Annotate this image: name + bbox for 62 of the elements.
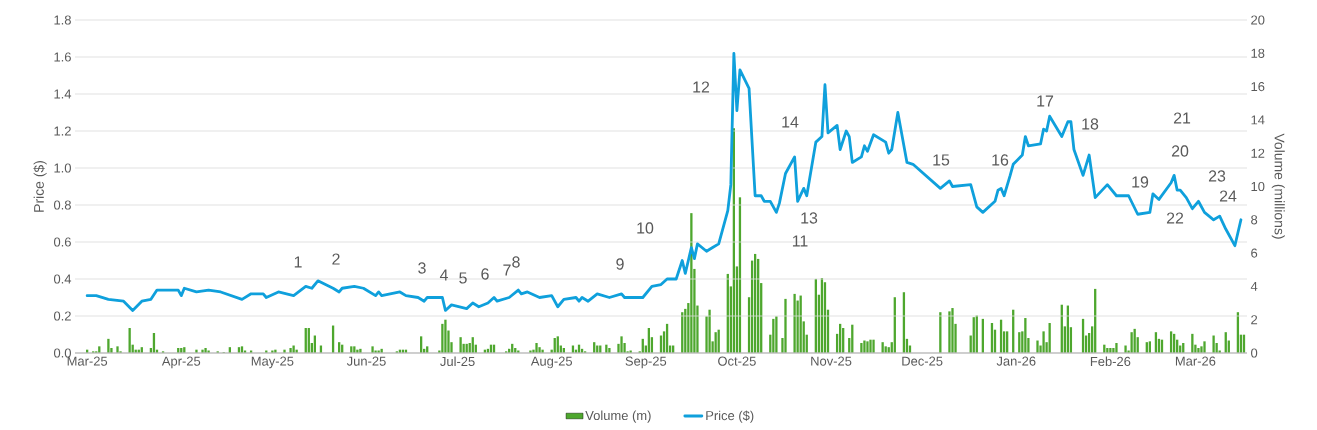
annotation: 8 xyxy=(512,256,520,268)
x-tick-label: Dec-25 xyxy=(902,356,943,366)
annotation: 5 xyxy=(459,272,467,284)
annotation: 19 xyxy=(1132,176,1149,188)
y2-tick-label: 20 xyxy=(1251,15,1265,25)
legend-label: Volume (m) xyxy=(585,410,651,423)
y-tick-label: 1.0 xyxy=(54,163,71,173)
y2-tick-label: 6 xyxy=(1251,248,1258,258)
x-tick-label: Jun-25 xyxy=(346,356,386,366)
annotation: 21 xyxy=(1173,112,1191,124)
y2-tick-label: 12 xyxy=(1251,148,1265,158)
y2-axis-title: Volume (millions) xyxy=(1271,133,1285,239)
y2-tick-label: 0 xyxy=(1251,348,1258,358)
annotation: 23 xyxy=(1208,170,1226,182)
y-axis-title: Price ($) xyxy=(33,161,47,212)
x-tick-label: Mar-25 xyxy=(67,356,108,366)
y-tick-label: 0.8 xyxy=(53,200,71,210)
y2-tick-label: 8 xyxy=(1251,215,1258,225)
annotation: 9 xyxy=(616,258,624,270)
annotation: 16 xyxy=(992,154,1009,166)
annotation: 4 xyxy=(439,269,448,281)
x-tick-label: Apr-25 xyxy=(161,356,201,369)
annotation: 17 xyxy=(1037,95,1054,107)
y-tick-label: 0.0 xyxy=(53,348,71,358)
y-tick-label: 1.2 xyxy=(54,126,71,136)
y-tick-label: 0.4 xyxy=(53,274,72,284)
y2-tick-label: 2 xyxy=(1251,315,1258,325)
y-tick-label: 0.6 xyxy=(53,237,71,247)
x-tick-label: Aug-25 xyxy=(530,356,573,369)
y2-tick-label: 18 xyxy=(1251,48,1265,58)
annotation: 18 xyxy=(1082,118,1099,130)
y2-tick-label: 4 xyxy=(1250,281,1258,291)
x-tick-label: Jul-25 xyxy=(440,356,475,367)
annotation: 3 xyxy=(418,262,426,274)
annotation: 10 xyxy=(637,222,654,234)
y2-tick-label: 10 xyxy=(1251,181,1265,192)
annotation: 12 xyxy=(693,81,710,93)
y2-tick-label: 16 xyxy=(1251,82,1265,92)
annotation: 1 xyxy=(294,256,302,268)
x-tick-label: May-25 xyxy=(251,356,294,369)
x-tick-label: Oct-25 xyxy=(718,356,756,366)
annotation: 20 xyxy=(1171,145,1189,157)
annotation: 14 xyxy=(782,116,799,128)
annotation: 13 xyxy=(801,212,818,224)
annotation: 24 xyxy=(1219,190,1237,202)
x-tick-label: Feb-26 xyxy=(1090,356,1131,367)
x-tick-label: Mar-26 xyxy=(1175,356,1216,366)
annotation: 7 xyxy=(503,264,511,276)
annotation: 6 xyxy=(481,268,489,280)
x-tick-label: Nov-25 xyxy=(811,356,852,366)
legend-label: Price ($) xyxy=(706,410,754,423)
y-tick-label: 0.2 xyxy=(53,311,71,321)
y-tick-label: 1.8 xyxy=(54,15,71,25)
annotation: 22 xyxy=(1166,212,1184,224)
y-tick-label: 1.6 xyxy=(54,52,71,62)
y-tick-label: 1.4 xyxy=(54,89,72,99)
annotation: 2 xyxy=(332,253,340,265)
annotation: 11 xyxy=(792,235,808,247)
x-tick-label: Sep-25 xyxy=(625,356,667,369)
annotation: 15 xyxy=(933,154,950,166)
x-tick-label: Jan-26 xyxy=(996,356,1036,366)
y2-tick-label: 14 xyxy=(1251,115,1265,125)
